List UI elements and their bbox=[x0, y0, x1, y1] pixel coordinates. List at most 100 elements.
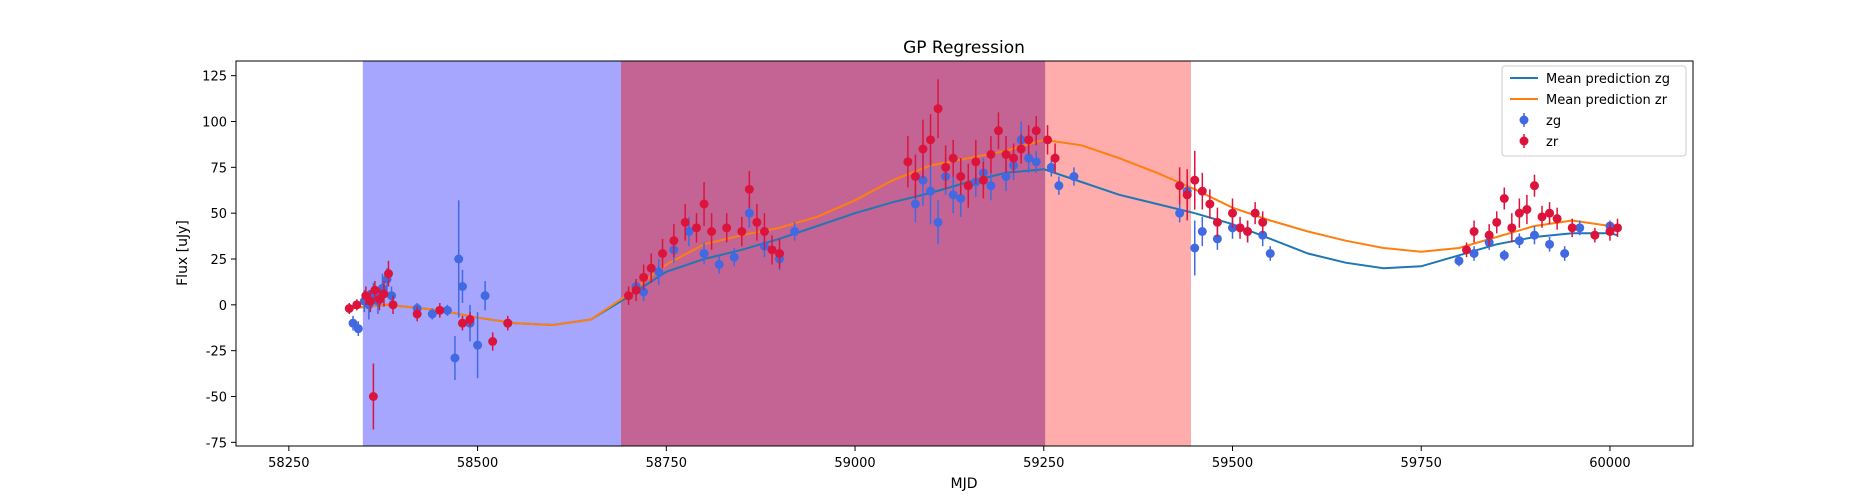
data-point-zg bbox=[933, 217, 943, 227]
data-point-zr bbox=[926, 135, 936, 145]
data-point-zr bbox=[1613, 223, 1623, 233]
data-point-zr bbox=[1182, 190, 1192, 200]
data-point-zr bbox=[1590, 230, 1600, 240]
data-point-zr bbox=[1514, 208, 1524, 218]
data-point-zr bbox=[744, 184, 754, 194]
data-point-zr bbox=[1024, 135, 1034, 145]
data-point-zg bbox=[1265, 249, 1275, 258]
y-tick-label: 75 bbox=[210, 161, 227, 176]
shaded-region-1 bbox=[362, 61, 622, 446]
data-point-zr bbox=[1235, 223, 1245, 233]
data-point-zg bbox=[1190, 243, 1200, 253]
data-point-zg bbox=[442, 305, 452, 315]
x-tick-label: 59250 bbox=[1023, 456, 1064, 471]
data-point-zr bbox=[759, 227, 769, 236]
data-point-zr bbox=[1016, 144, 1026, 154]
x-axis-ticks: 58250 58500 58750 59000 59250 59500 59750 60000 bbox=[268, 446, 1631, 471]
data-point-zr bbox=[1462, 245, 1472, 255]
data-point-zr bbox=[1001, 150, 1011, 159]
chart-title: GP Regression bbox=[903, 38, 1025, 58]
data-point-zr bbox=[658, 249, 668, 258]
data-point-zg bbox=[1545, 239, 1555, 249]
data-point-zg bbox=[729, 252, 739, 262]
data-points bbox=[344, 79, 1623, 430]
data-point-zg bbox=[918, 175, 928, 185]
data-point-zr bbox=[737, 227, 747, 236]
y-tick-label: 50 bbox=[210, 207, 227, 222]
data-point-zr bbox=[971, 157, 981, 167]
data-point-zr bbox=[775, 249, 785, 258]
data-point-zr bbox=[1175, 181, 1185, 191]
data-point-zg bbox=[1031, 157, 1041, 167]
data-point-zg bbox=[654, 267, 664, 277]
data-point-zr bbox=[379, 289, 389, 299]
data-point-zg bbox=[1054, 181, 1064, 191]
y-tick-label: 0 bbox=[219, 299, 227, 314]
data-point-zg bbox=[1001, 172, 1011, 181]
data-point-zr bbox=[993, 126, 1003, 136]
data-point-zr bbox=[1552, 214, 1562, 224]
data-point-zr bbox=[941, 162, 951, 172]
data-point-zg bbox=[1575, 223, 1585, 233]
data-point-zr bbox=[488, 337, 498, 346]
legend-label-mean-zg: Mean prediction zg bbox=[1546, 72, 1670, 87]
data-point-zg bbox=[454, 254, 464, 264]
legend-zg-marker bbox=[1519, 115, 1529, 125]
y-tick-label: 100 bbox=[202, 116, 227, 131]
data-point-zg bbox=[1212, 234, 1222, 244]
data-point-zr bbox=[368, 392, 378, 401]
y-tick-label: 125 bbox=[202, 70, 227, 85]
data-point-zr bbox=[631, 285, 641, 295]
plot-frame bbox=[235, 60, 1694, 447]
data-point-zg bbox=[1514, 236, 1524, 246]
x-tick-label: 58250 bbox=[268, 456, 309, 471]
data-point-zg bbox=[1024, 153, 1034, 163]
data-point-zr bbox=[435, 305, 445, 315]
data-point-zr bbox=[910, 172, 920, 181]
legend-zr-marker bbox=[1519, 136, 1529, 146]
data-point-zr bbox=[1197, 186, 1207, 196]
data-point-zg bbox=[1258, 230, 1268, 240]
data-point-zg bbox=[948, 190, 958, 200]
data-point-zg bbox=[956, 194, 966, 203]
data-point-zg bbox=[910, 199, 920, 209]
data-point-zr bbox=[1605, 227, 1615, 236]
data-point-zr bbox=[383, 269, 393, 279]
data-point-zg bbox=[473, 340, 483, 350]
data-point-zg bbox=[986, 181, 996, 191]
y-tick-label: -75 bbox=[206, 436, 227, 451]
data-point-zr bbox=[963, 181, 973, 191]
legend: Mean prediction zg Mean prediction zr zg… bbox=[1501, 65, 1687, 157]
y-tick-label: 25 bbox=[210, 253, 227, 268]
y-tick-label: -25 bbox=[206, 345, 227, 360]
data-point-zg bbox=[1175, 208, 1185, 218]
data-point-zr bbox=[767, 245, 777, 255]
x-tick-label: 59000 bbox=[834, 456, 875, 471]
data-point-zr bbox=[365, 296, 375, 306]
data-point-zr bbox=[1043, 135, 1053, 145]
data-point-zg bbox=[790, 227, 800, 236]
data-point-zr bbox=[1537, 212, 1547, 222]
shaded-region-2 bbox=[621, 61, 1046, 446]
data-point-zr bbox=[465, 315, 475, 324]
data-point-zr bbox=[1050, 153, 1060, 163]
x-tick-label: 59500 bbox=[1212, 456, 1253, 471]
data-point-zr bbox=[1529, 181, 1539, 191]
data-point-zg bbox=[639, 287, 649, 297]
data-point-zg bbox=[1499, 250, 1509, 260]
data-point-zr bbox=[412, 309, 422, 319]
data-point-zr bbox=[503, 318, 513, 328]
data-point-zg bbox=[926, 186, 936, 196]
x-tick-label: 58500 bbox=[457, 456, 498, 471]
data-point-zr bbox=[1507, 223, 1517, 233]
data-point-zr bbox=[752, 217, 762, 227]
data-point-zr bbox=[1009, 153, 1019, 163]
data-point-zr bbox=[1227, 208, 1237, 218]
data-point-zg bbox=[1469, 249, 1479, 258]
data-point-zg bbox=[457, 282, 467, 291]
data-point-zr bbox=[669, 236, 679, 246]
data-point-zg bbox=[1197, 227, 1207, 236]
data-point-zr bbox=[388, 300, 398, 310]
